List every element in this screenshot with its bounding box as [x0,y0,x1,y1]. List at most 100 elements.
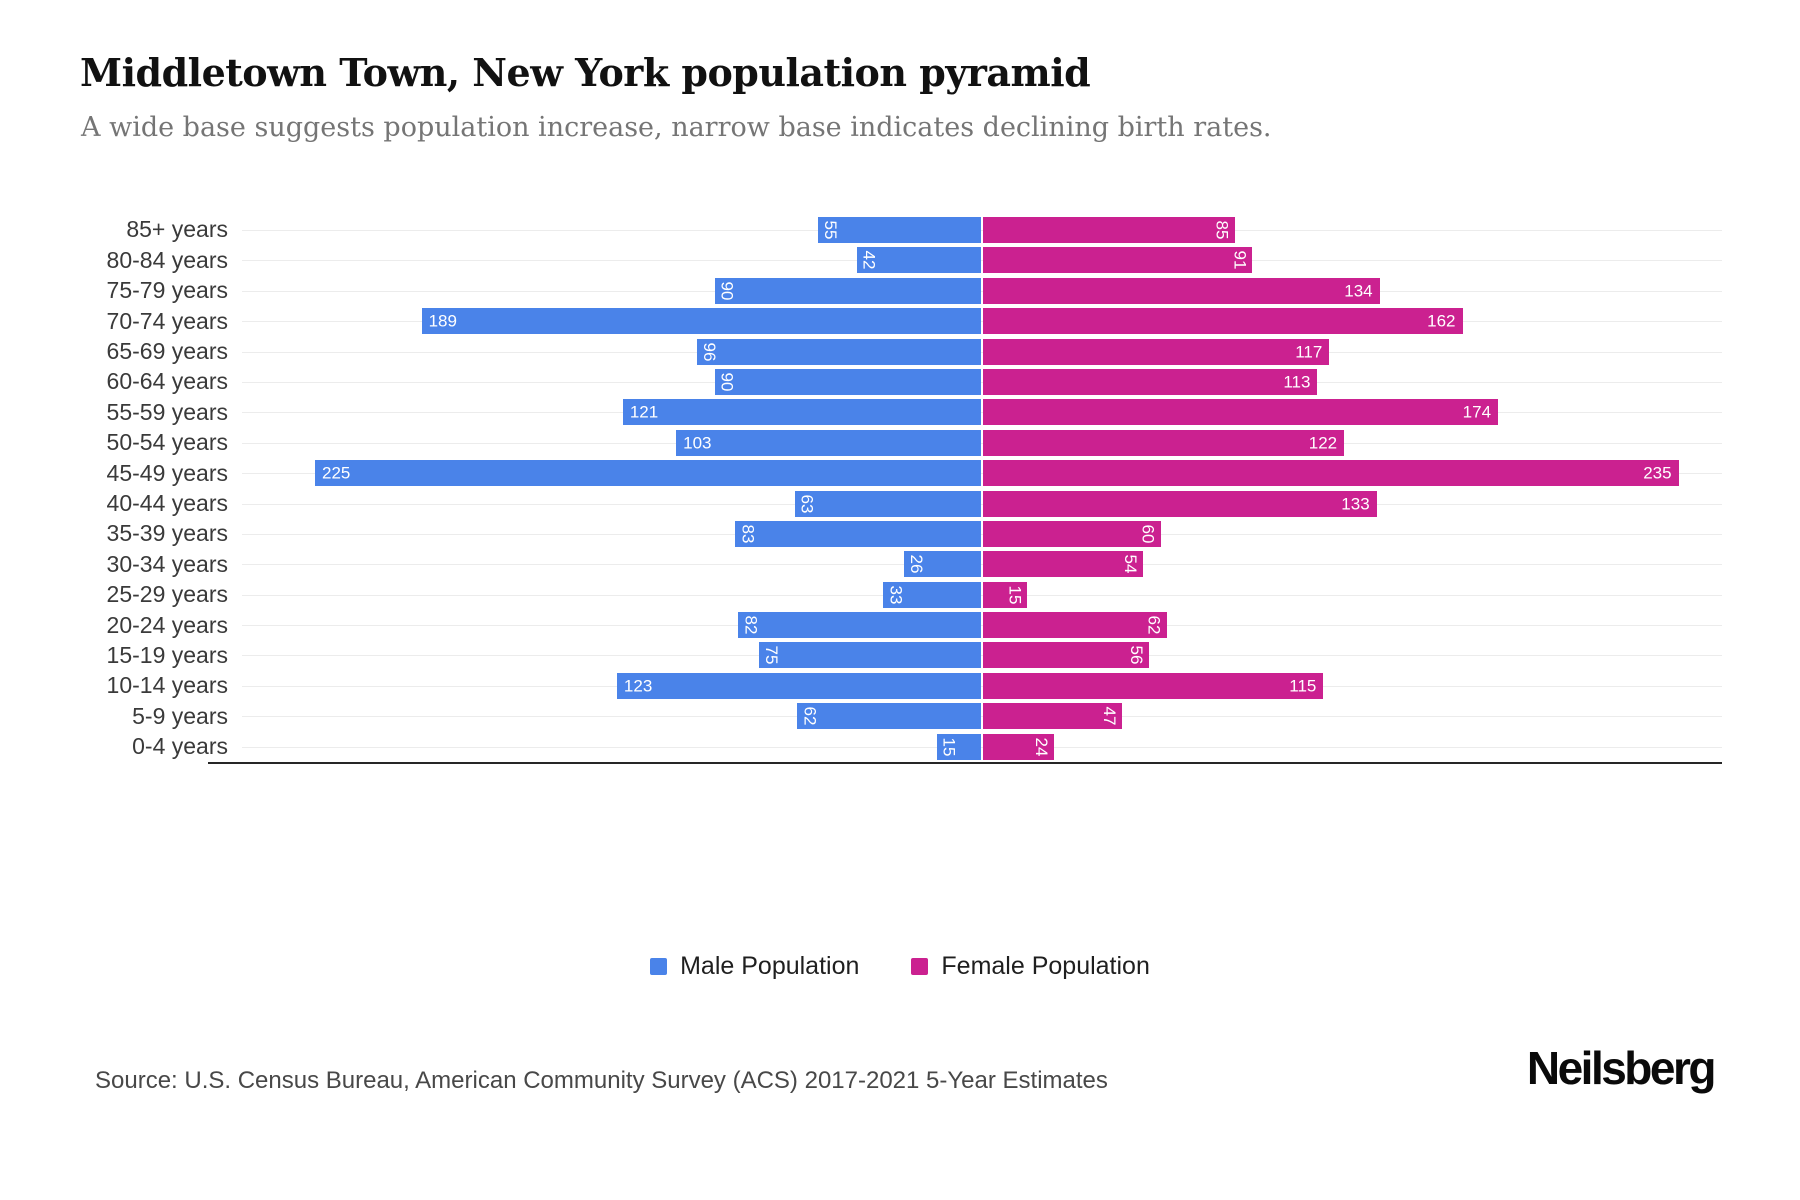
female-bar: 113 [983,368,1318,395]
legend-item-female: Female Population [911,951,1150,981]
age-group-label: 80-84 years [106,246,228,273]
female-bar: 56 [983,642,1149,669]
row-plot: 90 113 [242,367,1722,397]
female-bar: 85 [983,216,1235,243]
age-group-label: 85+ years [126,216,228,243]
pyramid-row: 25-29 years 33 15 [80,579,1722,609]
male-bar: 42 [856,247,981,274]
pyramid-row: 80-84 years 42 91 [80,245,1722,275]
age-group-label: 45-49 years [106,459,228,486]
pyramid-row: 75-79 years 90 134 [80,276,1722,306]
row-plot: 63 133 [242,488,1722,518]
chart-legend: Male Population Female Population [0,952,1800,981]
male-bar: 63 [794,490,981,517]
female-value-label: 24 [1032,737,1052,757]
pyramid-row: 50-54 years 103 122 [80,428,1722,458]
row-plot: 83 60 [242,519,1722,549]
female-value-label: 134 [1344,281,1373,301]
pyramid-row: 30-34 years 26 54 [80,549,1722,579]
pyramid-row: 55-59 years 121 174 [80,397,1722,427]
gridline [242,594,1722,596]
gridline [242,746,1722,748]
male-bar: 121 [622,399,981,426]
pyramid-row: 65-69 years 96 117 [80,336,1722,366]
legend-female-label: Female Population [941,951,1150,980]
male-bar: 26 [904,551,981,578]
female-value-label: 122 [1308,433,1338,453]
male-bar: 189 [421,308,981,335]
male-value-label: 15 [939,737,959,757]
female-value-label: 115 [1289,676,1317,696]
male-value-label: 103 [683,433,712,453]
female-value-label: 54 [1120,554,1140,574]
gridline [242,655,1722,657]
male-value-label: 75 [762,645,781,665]
female-bar: 91 [983,247,1253,274]
male-bar: 225 [315,460,981,487]
female-bar: 15 [983,581,1028,608]
male-swatch-icon [650,957,668,975]
female-bar: 235 [983,460,1679,487]
row-plot: 90 134 [242,276,1722,306]
female-value-label: 47 [1100,706,1120,726]
gridline [242,564,1722,566]
female-bar: 62 [983,612,1167,639]
pyramid-row: 40-44 years 63 133 [80,488,1722,518]
gridline [242,503,1722,505]
male-bar: 62 [797,703,981,730]
pyramid-chart: 85+ years 55 85 80-84 years 42 91 75-79 years 9… [80,215,1722,764]
male-value-label: 63 [797,494,817,513]
pyramid-row: 45-49 years 225 235 [80,458,1722,488]
population-pyramid-page: Middletown Town, New York population pyr… [0,52,1800,1200]
age-group-label: 50-54 years [106,429,228,456]
row-plot: 42 91 [242,245,1722,275]
age-group-label: 20-24 years [106,611,228,638]
pyramid-row: 70-74 years 189 162 [80,306,1722,336]
female-value-label: 133 [1341,494,1370,513]
female-bar: 134 [983,277,1380,304]
gridline [242,533,1722,535]
male-bar: 123 [616,672,981,699]
chart-title: Middletown Town, New York population pyr… [80,50,1091,95]
pyramid-row: 35-39 years 83 60 [80,519,1722,549]
legend-male-label: Male Population [680,951,860,980]
age-group-label: 65-69 years [106,338,228,365]
gridline [242,473,1722,475]
pyramid-row: 10-14 years 123 115 [80,671,1722,701]
female-bar: 162 [983,308,1463,335]
female-value-label: 162 [1427,311,1456,331]
male-bar: 75 [759,642,981,669]
gridline [242,260,1722,262]
female-value-label: 85 [1212,220,1232,240]
row-plot: 189 162 [242,306,1722,336]
female-value-label: 62 [1144,615,1164,635]
female-value-label: 117 [1295,342,1323,362]
chart-subtitle: A wide base suggests population increase… [81,111,1272,143]
male-value-label: 26 [907,554,927,574]
male-value-label: 123 [623,676,653,696]
female-bar: 24 [983,733,1055,760]
female-bar: 115 [983,672,1324,699]
gridline [242,321,1722,323]
age-group-label: 5-9 years [132,702,228,729]
row-plot: 62 47 [242,701,1722,731]
female-bar: 174 [983,399,1499,426]
row-plot: 15 24 [242,731,1722,761]
age-group-label: 15-19 years [106,641,228,668]
male-bar: 90 [714,277,981,304]
age-group-label: 75-79 years [106,277,228,304]
age-group-label: 70-74 years [106,307,228,334]
female-value-label: 15 [1005,585,1025,605]
age-group-label: 35-39 years [106,520,228,547]
age-group-label: 40-44 years [106,490,228,516]
age-group-label: 0-4 years [132,733,228,760]
female-value-label: 91 [1230,250,1250,270]
row-plot: 26 54 [242,549,1722,579]
gridline [242,290,1722,292]
male-value-label: 90 [717,281,737,301]
male-value-label: 83 [738,524,758,544]
pyramid-row: 20-24 years 82 62 [80,610,1722,640]
legend-item-male: Male Population [650,952,859,981]
row-plot: 75 56 [242,640,1722,670]
gridline [242,412,1722,414]
